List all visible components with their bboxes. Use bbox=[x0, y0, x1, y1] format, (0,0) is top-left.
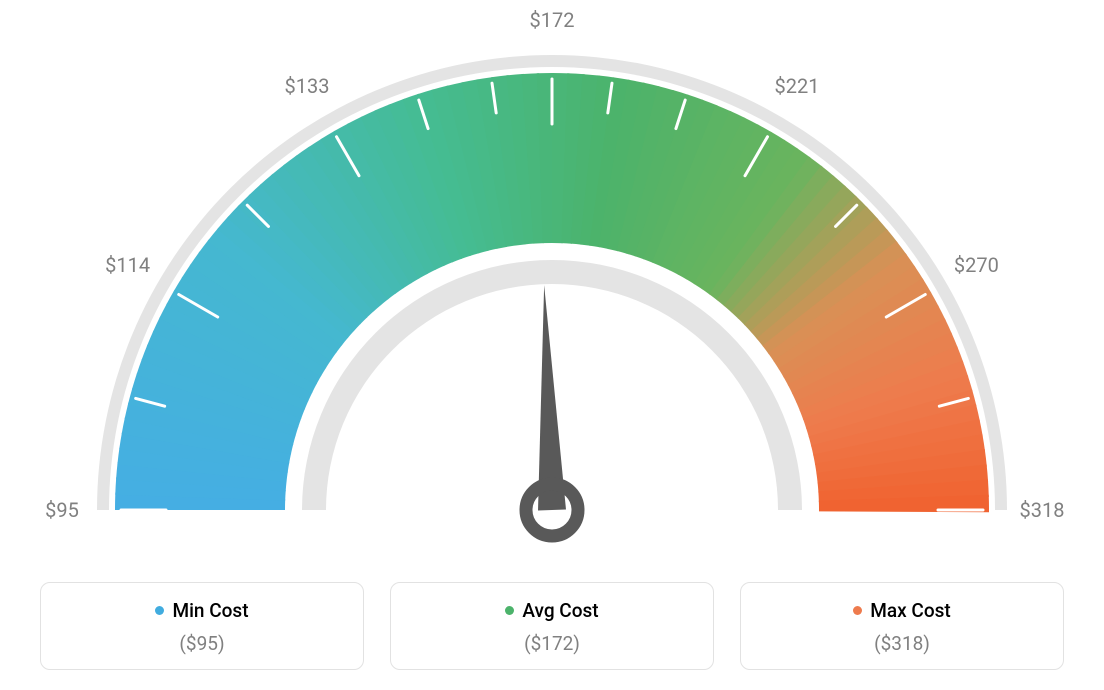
legend-dot-max bbox=[853, 606, 862, 615]
legend-dot-min bbox=[155, 606, 164, 615]
legend-value-min: ($95) bbox=[51, 632, 353, 655]
gauge-tick-label: $133 bbox=[285, 74, 330, 98]
gauge-tick-label: $114 bbox=[105, 253, 150, 277]
gauge-tick-label: $221 bbox=[775, 74, 820, 98]
legend-title-avg: Avg Cost bbox=[505, 599, 598, 622]
legend-value-max: ($318) bbox=[751, 632, 1053, 655]
legend-card-max: Max Cost ($318) bbox=[740, 582, 1064, 670]
legend-label-max: Max Cost bbox=[870, 599, 950, 622]
gauge-tick-label: $318 bbox=[1020, 498, 1065, 522]
gauge-tick-label: $172 bbox=[530, 8, 575, 32]
legend-card-avg: Avg Cost ($172) bbox=[390, 582, 714, 670]
legend-card-min: Min Cost ($95) bbox=[40, 582, 364, 670]
gauge-tick-label: $270 bbox=[954, 253, 999, 277]
legend-title-max: Max Cost bbox=[853, 599, 950, 622]
legend-dot-avg bbox=[505, 606, 514, 615]
legend-label-avg: Avg Cost bbox=[522, 599, 598, 622]
legend-label-min: Min Cost bbox=[172, 599, 248, 622]
legend-value-avg: ($172) bbox=[401, 632, 703, 655]
gauge-svg bbox=[0, 0, 1104, 560]
legend-title-min: Min Cost bbox=[155, 599, 248, 622]
gauge-chart: $95 $114 $133 $172 $221 $270 $318 bbox=[0, 0, 1104, 560]
gauge-tick-label: $95 bbox=[45, 498, 79, 522]
legend-row: Min Cost ($95) Avg Cost ($172) Max Cost … bbox=[0, 582, 1104, 670]
